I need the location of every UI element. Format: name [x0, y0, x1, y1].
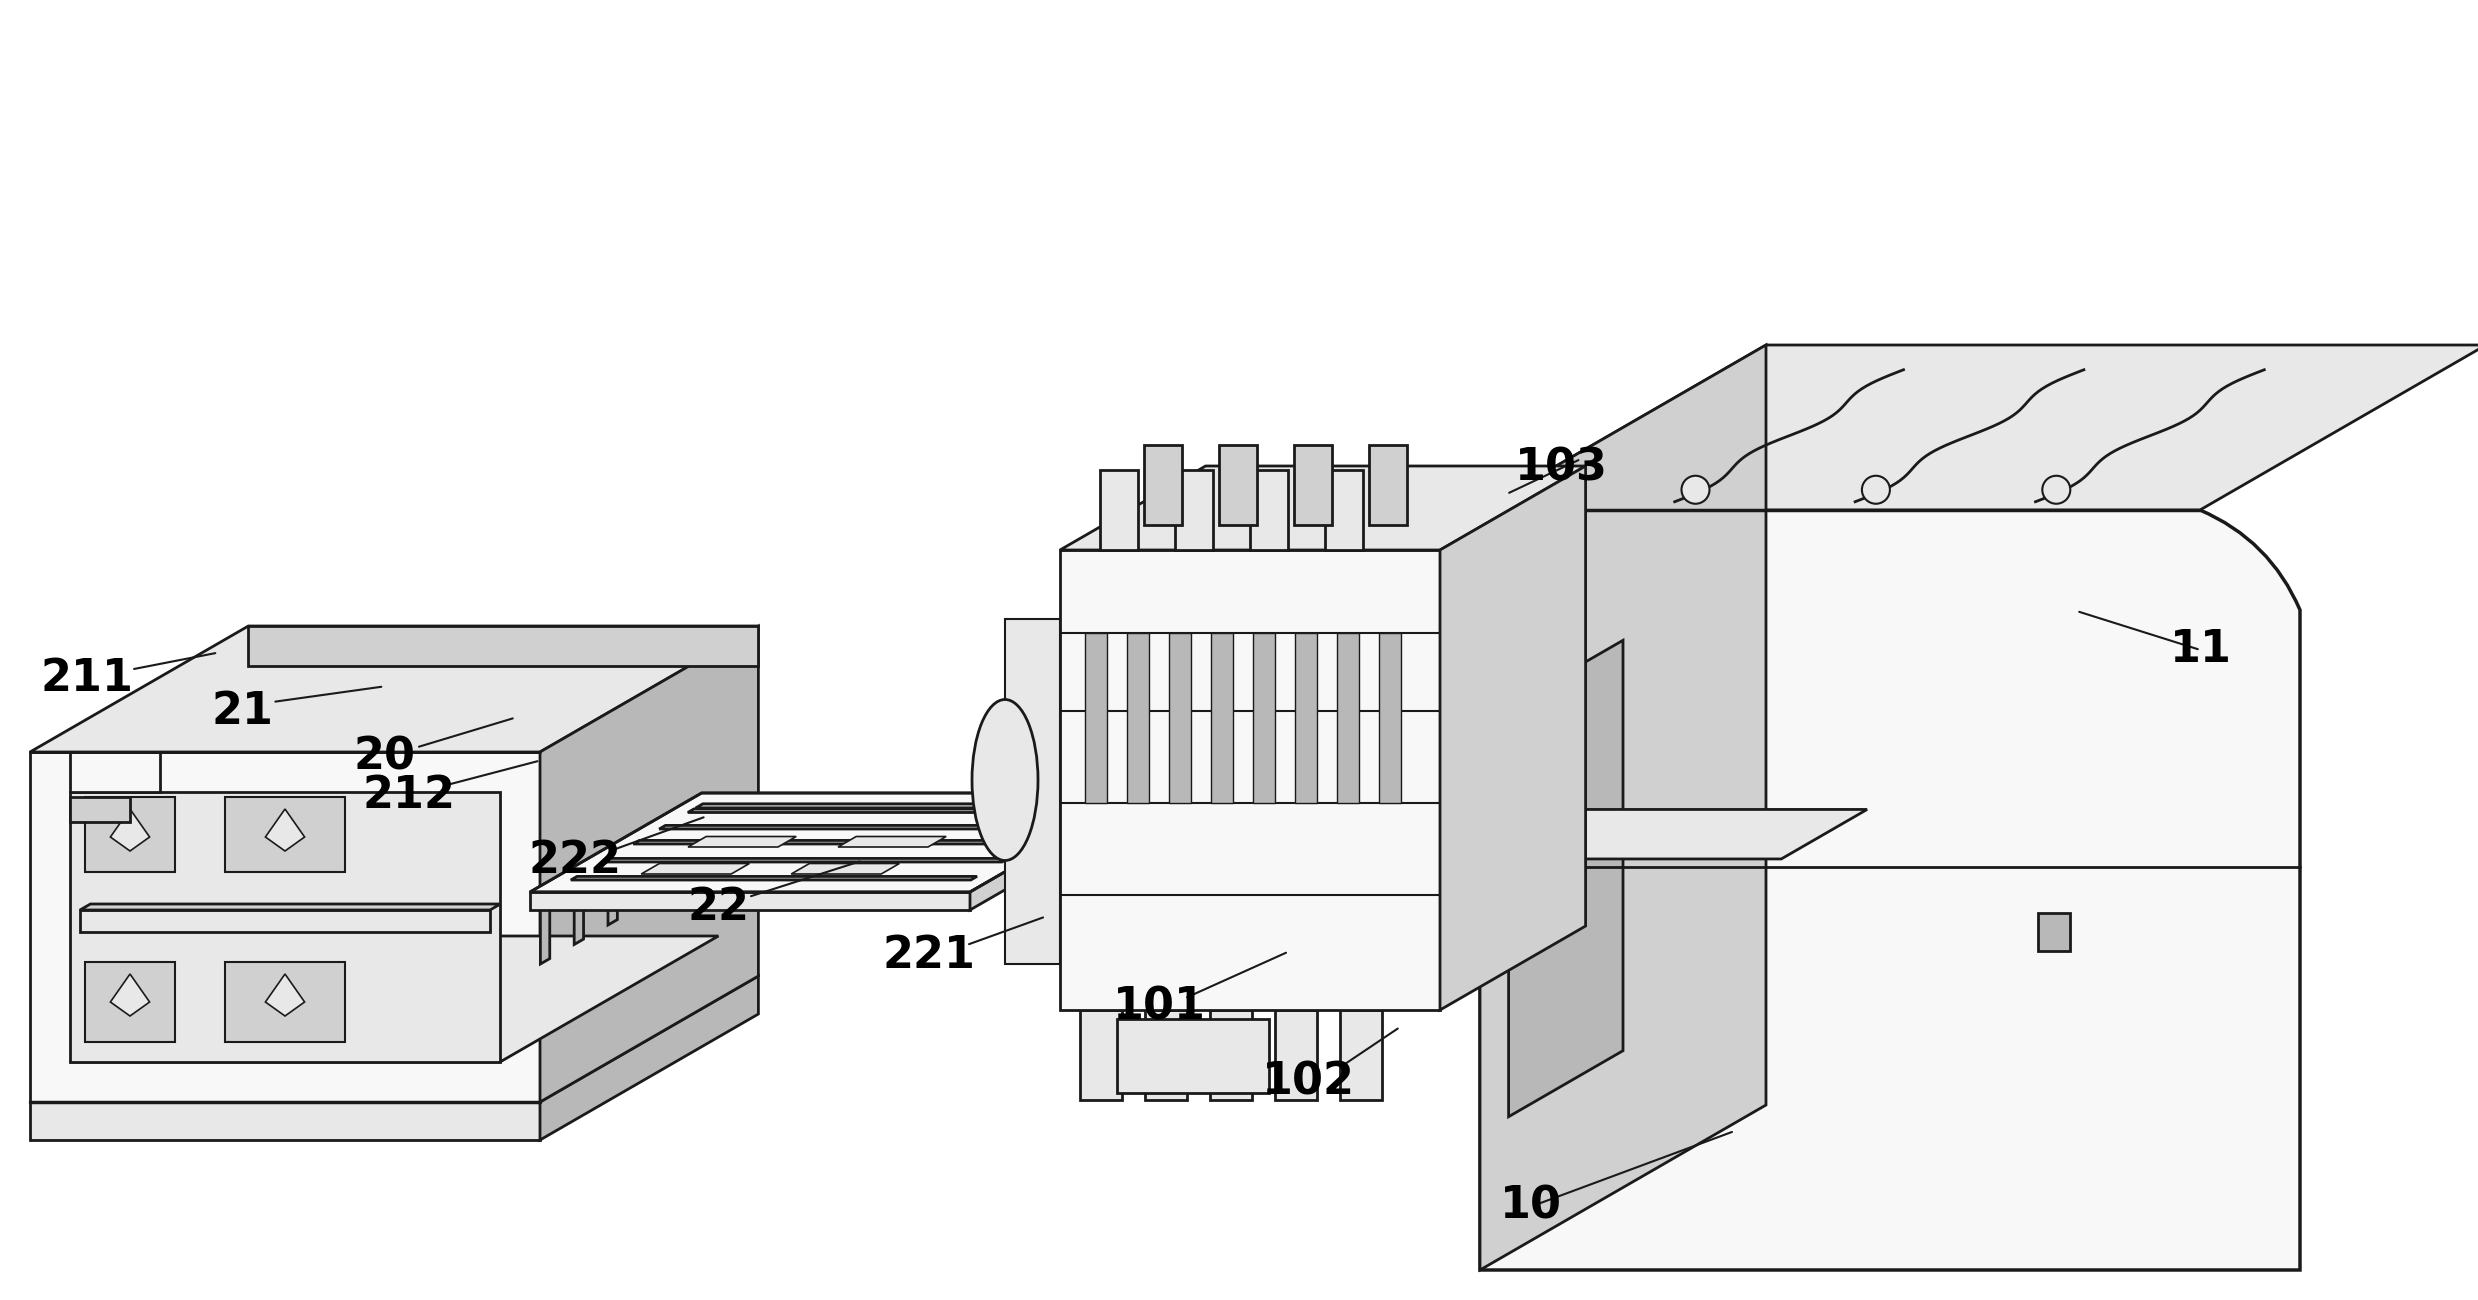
Text: 221: 221 [882, 933, 976, 978]
Polygon shape [1118, 1019, 1269, 1093]
Polygon shape [1378, 633, 1400, 803]
Polygon shape [112, 974, 149, 1017]
Polygon shape [30, 751, 540, 1102]
Polygon shape [689, 809, 1095, 812]
Polygon shape [838, 836, 947, 848]
Text: 101: 101 [1113, 985, 1207, 1030]
Polygon shape [1249, 471, 1289, 550]
Polygon shape [1276, 1010, 1316, 1100]
Polygon shape [1006, 619, 1061, 965]
Polygon shape [530, 892, 969, 910]
Polygon shape [1080, 1010, 1123, 1100]
Polygon shape [1341, 1010, 1383, 1100]
Polygon shape [1479, 344, 2478, 510]
Polygon shape [84, 962, 176, 1043]
Polygon shape [69, 936, 719, 1062]
Polygon shape [1170, 633, 1192, 803]
Polygon shape [1338, 633, 1358, 803]
Polygon shape [1296, 633, 1316, 803]
Polygon shape [79, 903, 501, 910]
Polygon shape [659, 826, 1066, 829]
Polygon shape [530, 793, 1142, 892]
Text: 22: 22 [686, 885, 751, 930]
Polygon shape [540, 627, 758, 1102]
Polygon shape [607, 859, 617, 926]
Polygon shape [642, 863, 748, 874]
Polygon shape [1479, 344, 1767, 1270]
Text: 10: 10 [1499, 1184, 1564, 1228]
Polygon shape [69, 751, 161, 792]
Polygon shape [1212, 633, 1234, 803]
Circle shape [2042, 476, 2069, 503]
Polygon shape [1145, 1010, 1187, 1100]
Polygon shape [1061, 550, 1440, 1010]
Polygon shape [248, 627, 758, 666]
Text: 102: 102 [1261, 1060, 1355, 1104]
Polygon shape [575, 879, 582, 945]
Text: 103: 103 [1514, 446, 1608, 490]
Polygon shape [2037, 913, 2072, 950]
Text: 11: 11 [2168, 628, 2233, 672]
Polygon shape [69, 792, 501, 1062]
Polygon shape [1219, 445, 1256, 525]
Polygon shape [69, 797, 129, 822]
Text: 211: 211 [40, 656, 134, 701]
Polygon shape [84, 797, 176, 872]
Polygon shape [602, 858, 1009, 862]
Polygon shape [1209, 1010, 1251, 1100]
Polygon shape [969, 793, 1142, 910]
Polygon shape [265, 974, 305, 1017]
Polygon shape [30, 627, 758, 751]
Polygon shape [30, 976, 758, 1102]
Polygon shape [1368, 445, 1408, 525]
Polygon shape [689, 836, 795, 848]
Polygon shape [265, 809, 305, 852]
Text: 20: 20 [352, 734, 416, 779]
Polygon shape [1145, 445, 1182, 525]
Circle shape [1683, 476, 1710, 503]
Polygon shape [634, 840, 1038, 844]
Polygon shape [79, 910, 491, 932]
Polygon shape [540, 898, 550, 965]
Polygon shape [1061, 465, 1586, 550]
Polygon shape [1294, 445, 1331, 525]
Polygon shape [540, 976, 758, 1140]
Polygon shape [1127, 633, 1150, 803]
Polygon shape [1085, 633, 1108, 803]
Text: 212: 212 [362, 774, 456, 818]
Polygon shape [570, 876, 976, 880]
Polygon shape [30, 1102, 540, 1140]
Polygon shape [1509, 641, 1623, 1117]
Circle shape [1861, 476, 1891, 503]
Text: 21: 21 [211, 689, 275, 733]
Polygon shape [1440, 465, 1586, 1010]
Polygon shape [642, 840, 652, 906]
Polygon shape [1175, 471, 1214, 550]
Polygon shape [1254, 633, 1276, 803]
Polygon shape [1494, 810, 1866, 859]
Polygon shape [112, 809, 149, 852]
PathPatch shape [1479, 510, 2300, 1270]
Polygon shape [1100, 471, 1137, 550]
Ellipse shape [971, 699, 1038, 861]
Polygon shape [790, 863, 900, 874]
Polygon shape [225, 797, 344, 872]
Polygon shape [696, 803, 1103, 809]
Polygon shape [1326, 471, 1363, 550]
Polygon shape [225, 962, 344, 1043]
Polygon shape [667, 826, 676, 890]
Text: 222: 222 [528, 838, 622, 883]
